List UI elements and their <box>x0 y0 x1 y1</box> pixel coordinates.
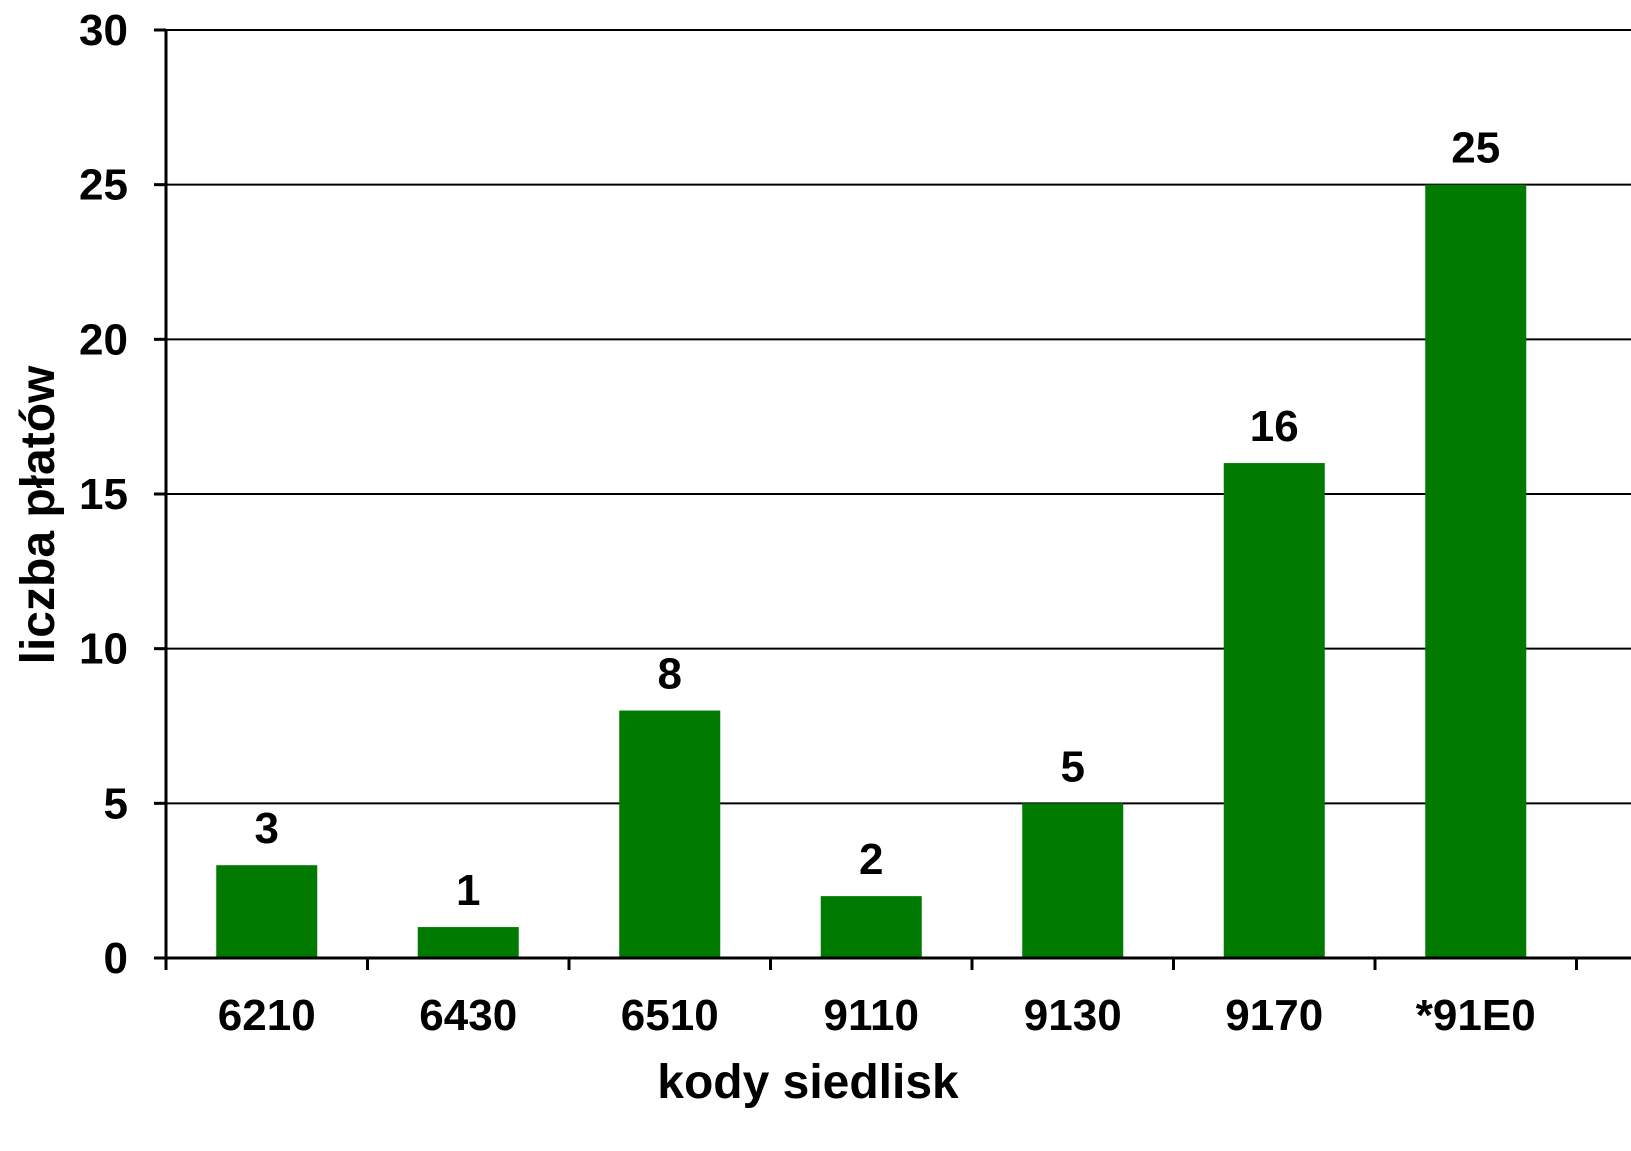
x-tick-label: 6510 <box>621 991 719 1040</box>
y-tick-label: 0 <box>104 934 128 983</box>
bar-6510 <box>619 710 721 958</box>
x-tick-label: 9130 <box>1024 991 1122 1040</box>
bar-6430 <box>417 927 519 958</box>
y-tick-labels: 0 5 10 15 20 25 30 <box>79 6 128 983</box>
x-tick-labels: 6210 6430 6510 9110 9130 9170 *91E0 <box>218 991 1536 1040</box>
bar-9130 <box>1022 803 1124 958</box>
bars <box>216 184 1527 958</box>
data-label: 25 <box>1451 124 1500 173</box>
axes <box>164 30 1631 960</box>
y-tick-label: 20 <box>79 315 128 364</box>
y-tick-label: 10 <box>79 625 128 674</box>
y-tick-label: 25 <box>79 161 128 210</box>
y-tick-label: 30 <box>79 6 128 55</box>
x-tick-label: 9110 <box>824 991 919 1040</box>
bar-91E0 <box>1425 184 1527 958</box>
x-tick-label: 9170 <box>1225 991 1323 1040</box>
bar-9110 <box>820 896 922 958</box>
bar-6210 <box>216 865 318 958</box>
data-label: 2 <box>859 835 883 884</box>
y-axis-title: liczba płatów <box>12 365 65 664</box>
data-label: 8 <box>658 650 682 699</box>
x-tick-label: 6210 <box>218 991 316 1040</box>
x-axis-title: kody siedlisk <box>657 1056 959 1109</box>
x-tick-label: 6430 <box>419 991 517 1040</box>
data-label: 1 <box>456 866 480 915</box>
bar-9170 <box>1223 463 1325 958</box>
y-tick-label: 5 <box>104 779 128 828</box>
data-label: 5 <box>1061 742 1085 791</box>
data-label: 3 <box>255 804 279 853</box>
data-label: 16 <box>1250 402 1299 451</box>
gridlines <box>154 28 1631 970</box>
x-tick-label: *91E0 <box>1416 991 1536 1040</box>
y-tick-label: 15 <box>79 470 128 519</box>
